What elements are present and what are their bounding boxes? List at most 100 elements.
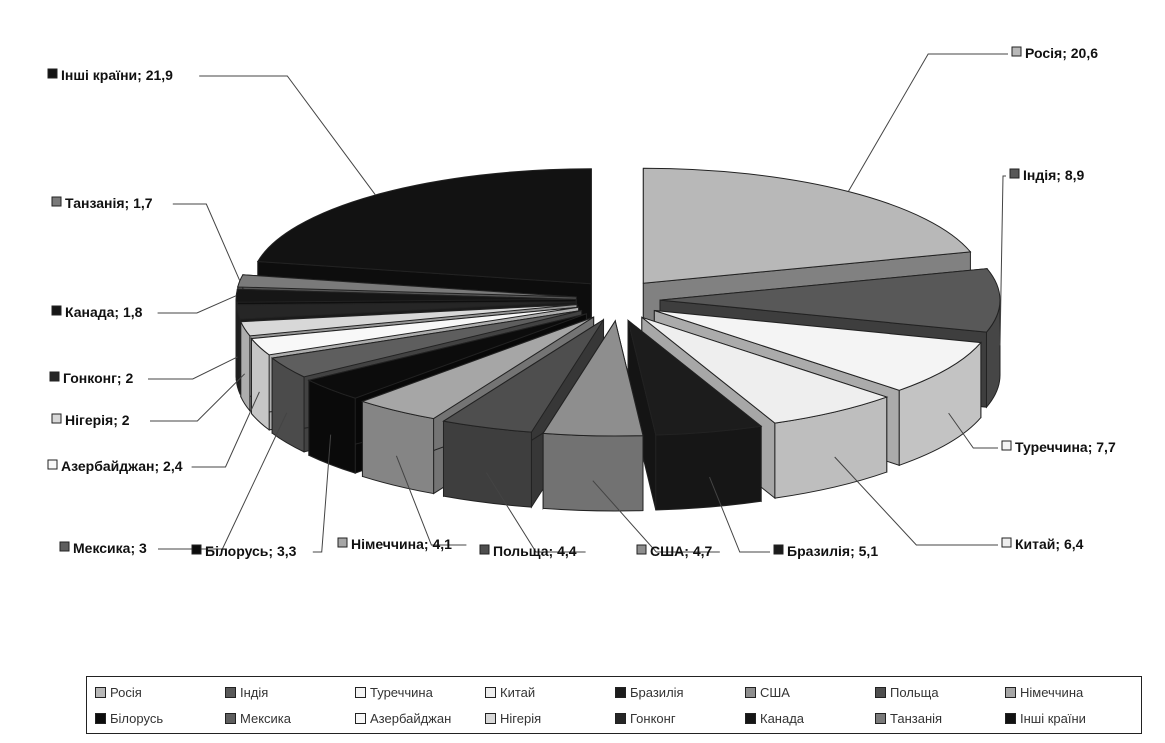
- slice-label-4: Бразилія; 5,1: [787, 543, 878, 559]
- slice-label-3: Китай; 6,4: [1015, 536, 1084, 552]
- legend-label: Інші країни: [1020, 710, 1086, 726]
- slice-label-0: Росія; 20,6: [1025, 45, 1098, 61]
- legend-label: Польща: [890, 684, 939, 700]
- legend-item: Польща: [875, 679, 1005, 705]
- slice-label-swatch-13: [51, 305, 62, 316]
- pie-side-5: [542, 432, 644, 512]
- leader-line-8: [312, 434, 332, 553]
- legend-label: Білорусь: [110, 710, 164, 726]
- slice-label-swatch-7: [337, 537, 348, 548]
- leader-line-5: [592, 480, 720, 553]
- slice-label-swatch-15: [47, 68, 58, 79]
- slice-label-9: Мексика; 3: [73, 540, 147, 556]
- slice-label-swatch-5: [636, 544, 647, 555]
- legend-item: Канада: [745, 705, 875, 731]
- pie-slice-14: [237, 274, 577, 298]
- pie-slice-11: [240, 303, 578, 337]
- pie-slice-8: [307, 313, 587, 399]
- leader-line-12: [148, 356, 238, 380]
- slice-label-swatch-4: [773, 544, 784, 555]
- leader-line-10: [191, 391, 260, 468]
- legend-label: Танзанія: [890, 710, 943, 726]
- slice-label-8: Білорусь; 3,3: [205, 543, 297, 559]
- slice-label-13: Канада; 1,8: [65, 304, 143, 320]
- legend-swatch: [485, 712, 496, 724]
- legend-label: США: [760, 684, 790, 700]
- slice-label-swatch-8: [191, 544, 202, 555]
- slice-label-swatch-6: [479, 544, 490, 555]
- pie-side-6: [442, 420, 532, 508]
- slice-label-swatch-14: [51, 196, 62, 207]
- slice-label-swatch-3: [1001, 537, 1012, 548]
- legend-label: Росія: [110, 684, 142, 700]
- slice-label-5: США; 4,7: [650, 543, 713, 559]
- pie-slice-1: [659, 268, 1001, 333]
- legend-label: Гонконг: [630, 710, 676, 726]
- slice-label-14: Танзанія; 1,7: [65, 195, 153, 211]
- leader-line-7: [395, 455, 467, 546]
- legend-swatch: [225, 686, 236, 698]
- legend-item: США: [745, 679, 875, 705]
- legend-label: Канада: [760, 710, 805, 726]
- legend-swatch: [355, 686, 366, 698]
- leader-line-6: [485, 472, 586, 553]
- legend-swatch: [355, 712, 366, 724]
- slice-label-swatch-0: [1011, 46, 1022, 57]
- legend-swatch: [225, 712, 236, 724]
- pie-slice-4: [627, 319, 763, 436]
- pie-slice-0: [642, 167, 972, 284]
- legend-swatch: [1005, 712, 1016, 724]
- legend-swatch: [745, 712, 756, 724]
- legend-item: Азербайджан: [355, 705, 485, 731]
- legend-item: Нігерія: [485, 705, 615, 731]
- legend-item: Інші країни: [1005, 705, 1135, 731]
- legend-label: Індія: [240, 684, 269, 700]
- leader-line-3: [834, 456, 998, 546]
- legend-label: Мексика: [240, 710, 292, 726]
- legend-swatch: [95, 712, 106, 724]
- legend-item: Індія: [225, 679, 355, 705]
- pie-slice-15: [256, 168, 592, 285]
- legend-item: Китай: [485, 679, 615, 705]
- legend-item: Росія: [95, 679, 225, 705]
- legend-swatch: [745, 686, 756, 698]
- legend-swatch: [875, 712, 886, 724]
- slice-label-6: Польща; 4,4: [493, 543, 577, 559]
- legend: Росія Індія Туреччина Китай Бразилія США Польщ…: [86, 676, 1142, 734]
- slice-label-10: Азербайджан; 2,4: [61, 458, 183, 474]
- legend-item: Танзанія: [875, 705, 1005, 731]
- pie-slice-2: [654, 310, 982, 391]
- slice-label-swatch-11: [51, 413, 62, 424]
- slice-label-swatch-12: [49, 371, 60, 382]
- pie-slice-12: [235, 301, 577, 320]
- slice-labels: Росія; 20,6 Індія; 8,9 Туреччина; 7,7 Китай…: [47, 45, 1116, 559]
- legend-swatch: [615, 712, 626, 724]
- leader-line-2: [948, 412, 998, 449]
- legend-swatch: [485, 686, 496, 698]
- leader-lines: [148, 53, 1008, 553]
- pie-slice-9: [270, 309, 582, 378]
- leader-line-13: [157, 295, 237, 314]
- leader-line-14: [172, 203, 241, 282]
- pie-side-4: [655, 425, 762, 511]
- legend-swatch: [95, 686, 106, 698]
- legend-item: Німеччина: [1005, 679, 1135, 705]
- legend-swatch: [1005, 686, 1016, 698]
- legend-item: Білорусь: [95, 705, 225, 731]
- slice-label-swatch-9: [59, 541, 70, 552]
- legend-label: Бразилія: [630, 684, 684, 700]
- leader-line-9: [158, 412, 288, 550]
- slice-label-1: Індія; 8,9: [1023, 167, 1085, 183]
- leader-line-11: [150, 373, 246, 422]
- legend-label: Китай: [500, 684, 536, 700]
- slice-label-12: Гонконг; 2: [63, 370, 133, 386]
- legend-label: Нігерія: [500, 710, 542, 726]
- legend-swatch: [615, 686, 626, 698]
- leader-line-0: [847, 53, 1008, 192]
- pie-slice-3: [641, 316, 889, 424]
- leader-line-4: [709, 476, 770, 553]
- legend-swatch: [875, 686, 886, 698]
- legend-label: Туреччина: [370, 684, 433, 700]
- legend-item: Туреччина: [355, 679, 485, 705]
